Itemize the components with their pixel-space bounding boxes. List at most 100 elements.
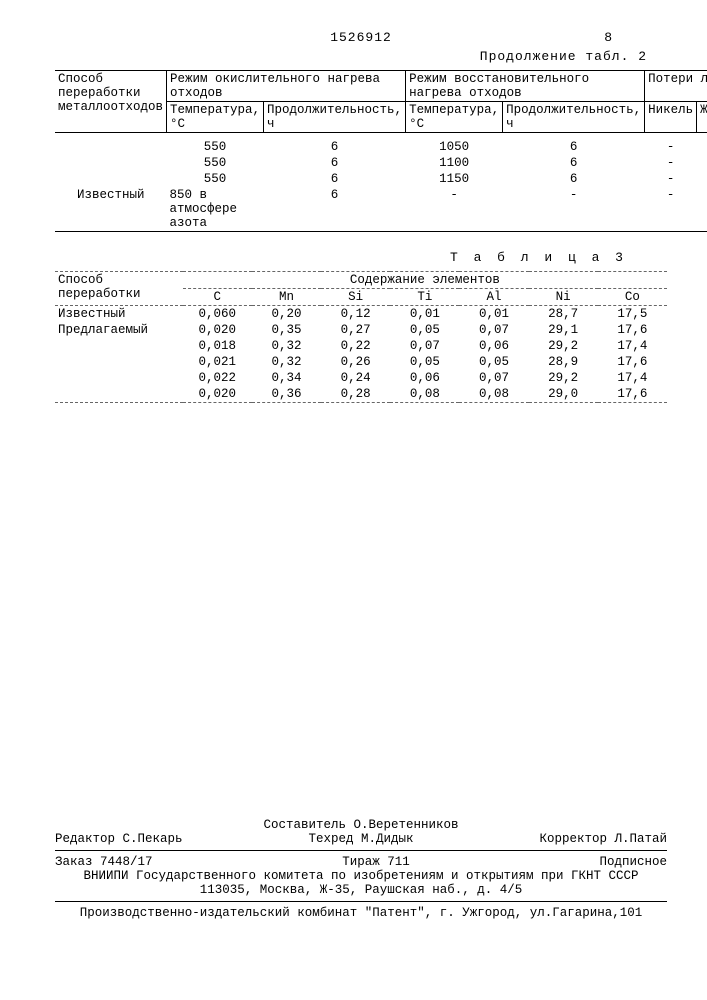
page-mark: 8 — [604, 30, 612, 45]
t3-c: 0,22 — [321, 338, 390, 354]
t3-c — [55, 386, 183, 403]
t2-h-temp2: Температура, °C — [406, 102, 503, 133]
t3-c: 0,05 — [390, 354, 459, 370]
t3-c: 0,021 — [183, 354, 252, 370]
table-2: Способ переработки металлоотходов Режим … — [55, 70, 707, 236]
corrector: Корректор Л.Патай — [539, 832, 667, 846]
t3-c: 29,0 — [529, 386, 598, 403]
t3-c: 17,5 — [598, 306, 667, 323]
table-row: 0,018 0,32 0,22 0,07 0,06 29,2 17,4 — [55, 338, 667, 354]
t2-c: 6 — [264, 139, 406, 155]
table-row: 550 6 1100 6 - - 0,10 0,15 0,22 — [55, 155, 707, 171]
footer-line2: 113035, Москва, Ж-35, Раушская наб., д. … — [55, 883, 667, 897]
footer: Составитель О.Веретенников Редактор С.Пе… — [55, 818, 667, 920]
footer-line3: Производственно-издательский комбинат "П… — [55, 906, 667, 920]
t2-c: 6 — [503, 171, 645, 187]
t3-col: Ni — [529, 289, 598, 306]
t3-c: 0,07 — [459, 322, 528, 338]
t2-c: - — [645, 171, 697, 187]
t2-c: - — [645, 155, 697, 171]
t2-c: 0,3 — [697, 187, 707, 232]
t2-c: - — [503, 187, 645, 232]
t3-c: 0,20 — [252, 306, 321, 323]
continuation-label: Продолжение табл. 2 — [55, 49, 647, 64]
t2-h-reduct: Режим восстановительного нагрева отходов — [406, 71, 645, 102]
t3-c: 0,08 — [390, 386, 459, 403]
t3-c: 0,06 — [459, 338, 528, 354]
t3-col: C — [183, 289, 252, 306]
t2-c: - — [406, 187, 503, 232]
t3-c: 0,06 — [390, 370, 459, 386]
t3-c: 17,6 — [598, 386, 667, 403]
compiler: Составитель О.Веретенников — [55, 818, 667, 832]
t3-c: 17,6 — [598, 354, 667, 370]
t3-c: 0,022 — [183, 370, 252, 386]
t2-c: 6 — [264, 171, 406, 187]
t3-c: 0,05 — [390, 322, 459, 338]
table-row: 0,021 0,32 0,26 0,05 0,05 28,9 17,6 — [55, 354, 667, 370]
t2-c: - — [697, 155, 707, 171]
t2-c — [55, 171, 167, 187]
tirazh: Тираж 711 — [342, 855, 410, 869]
t2-c: 6 — [503, 139, 645, 155]
t2-h-ni: Никель — [645, 102, 697, 133]
t3-c: 0,27 — [321, 322, 390, 338]
t2-c: 6 — [264, 187, 406, 232]
t3-c: 0,018 — [183, 338, 252, 354]
table-row: 0,022 0,34 0,24 0,06 0,07 29,2 17,4 — [55, 370, 667, 386]
t2-h-temp1: Температура, °C — [167, 102, 264, 133]
t2-c: - — [645, 187, 697, 232]
footer-line1: ВНИИПИ Государственного комитета по изоб… — [55, 869, 667, 883]
t2-c: - — [697, 171, 707, 187]
page: 1526912 8 Продолжение табл. 2 Способ пер… — [0, 0, 707, 1000]
t3-c: 28,7 — [529, 306, 598, 323]
t3-c: 0,26 — [321, 354, 390, 370]
t3-c: 0,28 — [321, 386, 390, 403]
t3-c: 29,2 — [529, 338, 598, 354]
t2-c — [55, 155, 167, 171]
t3-c: Предлагаемый — [55, 322, 183, 338]
t2-h-fe: Железо — [697, 102, 707, 133]
t2-c: 550 — [167, 139, 264, 155]
t2-h-dur1: Продолжительность, ч — [264, 102, 406, 133]
t3-c: 0,08 — [459, 386, 528, 403]
table3-title: Т а б л и ц а 3 — [55, 250, 627, 265]
t3-col: Si — [321, 289, 390, 306]
t3-c: 0,34 — [252, 370, 321, 386]
t3-c: 0,05 — [459, 354, 528, 370]
t2-h-method: Способ переработки металлоотходов — [55, 71, 167, 133]
editor: Редактор С.Пекарь — [55, 832, 183, 846]
t2-c: Известный — [55, 187, 167, 232]
t3-c: 0,07 — [390, 338, 459, 354]
t3-c: 17,4 — [598, 370, 667, 386]
t3-col: Ti — [390, 289, 459, 306]
t3-c: Известный — [55, 306, 183, 323]
order: Заказ 7448/17 — [55, 855, 153, 869]
t3-h-method: Способ переработки — [55, 272, 183, 306]
t2-h-dur2: Продолжительность, ч — [503, 102, 645, 133]
t2-c: 550 — [167, 155, 264, 171]
t3-col: Co — [598, 289, 667, 306]
t2-h-oxid: Режим окислительного нагрева отходов — [167, 71, 406, 102]
t3-c: 0,060 — [183, 306, 252, 323]
t3-c — [55, 338, 183, 354]
table-row: Известный 0,060 0,20 0,12 0,01 0,01 28,7… — [55, 306, 667, 323]
t2-c: 1100 — [406, 155, 503, 171]
t3-c: 0,01 — [459, 306, 528, 323]
t3-c: 29,1 — [529, 322, 598, 338]
doc-number: 1526912 — [55, 30, 667, 45]
t2-c: - — [697, 139, 707, 155]
t3-c: 29,2 — [529, 370, 598, 386]
t3-c: 28,9 — [529, 354, 598, 370]
t3-c: 0,01 — [390, 306, 459, 323]
t2-c: 1150 — [406, 171, 503, 187]
subscr: Подписное — [599, 855, 667, 869]
table-row: 0,020 0,36 0,28 0,08 0,08 29,0 17,6 — [55, 386, 667, 403]
table-row: Предлагаемый 0,020 0,35 0,27 0,05 0,07 2… — [55, 322, 667, 338]
table-row: 550 6 1050 6 - - 0,13 0,16 0,23 — [55, 139, 707, 155]
t3-c: 0,12 — [321, 306, 390, 323]
t2-c: 6 — [503, 155, 645, 171]
t3-c: 0,24 — [321, 370, 390, 386]
t3-c: 17,6 — [598, 322, 667, 338]
t3-c: 0,07 — [459, 370, 528, 386]
